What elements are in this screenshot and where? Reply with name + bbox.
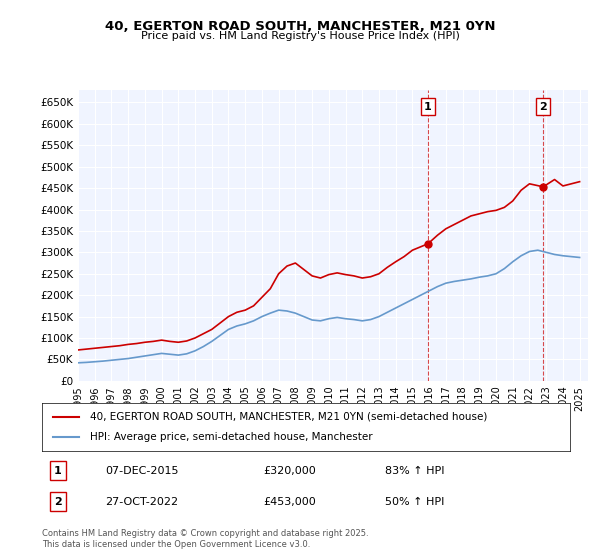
- Text: 27-OCT-2022: 27-OCT-2022: [106, 497, 178, 507]
- Text: 1: 1: [54, 466, 62, 476]
- Text: £320,000: £320,000: [264, 466, 317, 476]
- Text: £453,000: £453,000: [264, 497, 317, 507]
- Text: 2: 2: [54, 497, 62, 507]
- Text: 40, EGERTON ROAD SOUTH, MANCHESTER, M21 0YN: 40, EGERTON ROAD SOUTH, MANCHESTER, M21 …: [105, 20, 495, 32]
- Text: 2: 2: [539, 102, 547, 112]
- Text: 1: 1: [424, 102, 432, 112]
- Text: HPI: Average price, semi-detached house, Manchester: HPI: Average price, semi-detached house,…: [89, 432, 372, 442]
- Text: 07-DEC-2015: 07-DEC-2015: [106, 466, 179, 476]
- Text: 50% ↑ HPI: 50% ↑ HPI: [385, 497, 445, 507]
- Text: 83% ↑ HPI: 83% ↑ HPI: [385, 466, 445, 476]
- Text: 40, EGERTON ROAD SOUTH, MANCHESTER, M21 0YN (semi-detached house): 40, EGERTON ROAD SOUTH, MANCHESTER, M21 …: [89, 412, 487, 422]
- Text: Price paid vs. HM Land Registry's House Price Index (HPI): Price paid vs. HM Land Registry's House …: [140, 31, 460, 41]
- Text: Contains HM Land Registry data © Crown copyright and database right 2025.
This d: Contains HM Land Registry data © Crown c…: [42, 529, 368, 549]
